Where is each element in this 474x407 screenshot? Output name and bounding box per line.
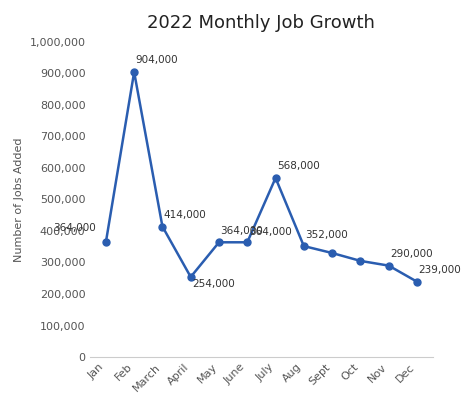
Title: 2022 Monthly Job Growth: 2022 Monthly Job Growth: [147, 14, 375, 32]
Text: 568,000: 568,000: [277, 161, 320, 171]
Text: 364,000: 364,000: [220, 226, 263, 236]
Text: 352,000: 352,000: [305, 230, 348, 240]
Text: 239,000: 239,000: [419, 265, 461, 276]
Text: 290,000: 290,000: [390, 249, 433, 259]
Y-axis label: Number of Jobs Added: Number of Jobs Added: [14, 137, 24, 262]
Text: 254,000: 254,000: [192, 279, 235, 289]
Text: 364,000: 364,000: [53, 223, 96, 234]
Text: 364,000: 364,000: [249, 227, 292, 236]
Text: 414,000: 414,000: [164, 210, 207, 220]
Text: 904,000: 904,000: [136, 55, 178, 65]
